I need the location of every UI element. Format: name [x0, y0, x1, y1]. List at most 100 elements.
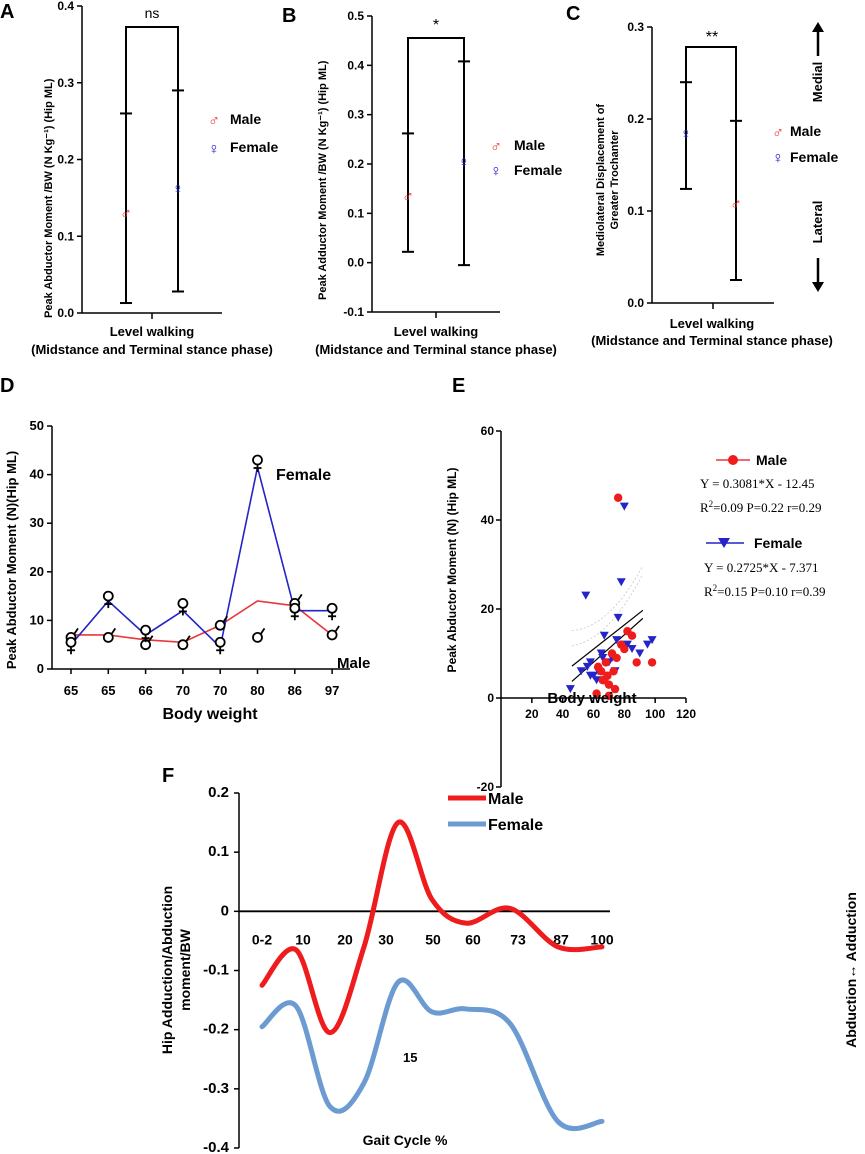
y-tick-label: 0.3	[57, 76, 74, 90]
ylabel-f-line1: Hip Adduction/Abduction	[159, 886, 175, 1054]
panel-a: A 0.0 0.1 0.2 0.3 0.4 ♂ ♀ Peak Abductor Moment…	[0, 0, 278, 357]
female-data-point	[592, 676, 602, 685]
y-tick-label: 0.5	[347, 9, 364, 23]
female-symbol-icon: ♀	[772, 150, 784, 167]
female-data-point	[598, 653, 608, 662]
significance-bracket	[125, 26, 179, 116]
y-tick-label: 0.0	[57, 306, 74, 320]
xlabel-a-line1: Level walking	[110, 324, 195, 339]
male-data-point	[627, 631, 637, 640]
female-data-point	[622, 640, 632, 649]
female-marker	[177, 597, 189, 609]
x-tick-label: 0-2	[252, 931, 272, 947]
significance-a: ns	[145, 5, 160, 21]
stats-female-eq: Y = 0.2725*X - 7.371	[704, 560, 818, 575]
y-tick-label: 0.2	[347, 157, 364, 171]
x-tick-label: 65	[101, 683, 115, 698]
female-data-point	[585, 658, 595, 667]
legend-e-female: Female	[754, 535, 802, 551]
axes-f: 0.2 0.1 0 -0.1 -0.2 -0.3 -0.4 0-2 10 20 30 50 60 73 87…	[203, 784, 614, 1154]
female-marker	[326, 602, 338, 614]
xlabel-e: Body weight	[547, 690, 636, 707]
x-tick-label: 120	[676, 707, 696, 721]
confidence-band	[571, 565, 644, 631]
female-data-point	[581, 591, 591, 600]
female-data-point	[599, 631, 609, 640]
female-marker	[289, 602, 301, 614]
male-data-point	[609, 667, 618, 676]
annotation-d-female: Female	[276, 467, 331, 484]
female-data-point	[647, 636, 657, 645]
male-marker-arrow	[297, 593, 303, 601]
x-tick-label: 50	[425, 931, 441, 947]
panel-e: E -20 0 20 40 60 20 40 60 80 100 120 Peak Abductor…	[445, 375, 825, 794]
female-symbol-icon: ♀	[490, 163, 502, 180]
y-tick-label: 0	[487, 691, 494, 705]
x-tick-label: 73	[510, 931, 526, 947]
annotation-f-15: 15	[403, 1050, 417, 1065]
male-marker-arrow	[259, 627, 266, 635]
legend-e-male: Male	[756, 452, 787, 468]
female-data-point	[616, 578, 626, 587]
x-tick-label: 10	[295, 931, 311, 947]
y-tick-label: 0.3	[347, 108, 364, 122]
male-data-point	[592, 689, 601, 698]
ylabel-e: Peak Abductor Moment (N) (Hip ML)	[445, 468, 459, 673]
female-data-point	[612, 636, 622, 645]
male-marker	[102, 632, 114, 643]
male-series-line	[71, 600, 333, 644]
y-tick-label: 30	[30, 515, 44, 530]
x-tick-label: 87	[553, 931, 569, 947]
y-tick-label: 50	[30, 418, 44, 433]
female-data-point	[642, 640, 652, 649]
female-series-line	[70, 467, 333, 649]
legend-e: Male Y = 0.3081*X - 12.45 R2=0.09 P=0.22…	[700, 452, 825, 599]
female-symbol-icon: ♀	[208, 141, 220, 158]
female-series-line	[259, 977, 605, 1132]
x-tick-label: 65	[64, 683, 78, 698]
female-marker	[140, 624, 152, 636]
x-tick-label: 60	[465, 931, 481, 947]
male-data-point	[612, 653, 621, 663]
female-data-point: ♀	[680, 126, 692, 143]
y-tick-label: 0.2	[627, 112, 644, 126]
y-tick-label: 0.2	[57, 153, 74, 167]
y-tick-label: 0.4	[347, 58, 364, 72]
y-tick-label: 40	[30, 467, 44, 482]
male-data-point	[647, 658, 657, 667]
y-tick-label: 40	[481, 513, 495, 527]
female-data-point	[582, 662, 592, 671]
y-tick-label: -0.4	[203, 1139, 230, 1154]
panel-c: C 0.0 0.1 0.2 0.3 ♀ ♂ Mediolateral Displaceme…	[566, 3, 838, 348]
female-data-point	[627, 645, 637, 654]
male-marker-arrow	[110, 627, 117, 635]
x-tick-label: 97	[325, 683, 339, 698]
male-data-point	[632, 658, 641, 667]
male-marker-arrow	[185, 635, 191, 643]
legend-c-male: Male	[790, 123, 821, 139]
male-marker	[252, 632, 263, 643]
significance-bracket	[685, 46, 737, 121]
male-data-point: ♂	[120, 206, 132, 223]
significance-c: **	[706, 29, 718, 46]
xlabel-c-line2: (Midstance and Terminal stance phase)	[591, 333, 833, 348]
y-tick-label: 20	[30, 564, 44, 579]
x-tick-label: 20	[337, 931, 353, 947]
xlabel-a-line2: (Midstance and Terminal stance phase)	[31, 342, 273, 357]
x-tick-label: 70	[213, 683, 227, 698]
y-tick-label: 0.4	[57, 0, 74, 13]
annotation-d-male: Male	[337, 655, 370, 672]
male-data-point	[613, 493, 623, 502]
xlabel-b-line2: (Midstance and Terminal stance phase)	[315, 342, 557, 357]
female-data-point: ♀	[458, 155, 470, 172]
panel-label-e: E	[452, 375, 465, 397]
male-symbol-icon: ♂	[208, 113, 220, 130]
y-tick-label: 0.3	[627, 20, 644, 34]
panel-d: D 0 10 20 30 40 50 65 65 66 70 70 80 86 97 Peak Abduc…	[0, 375, 370, 723]
xlabel-d: Body weight	[162, 706, 258, 723]
y-tick-label: 0.0	[627, 296, 644, 310]
x-tick-label: 80	[250, 683, 264, 698]
xlabel-c-line1: Level walking	[670, 316, 755, 331]
legend-f: Male Female	[448, 791, 543, 834]
arrow-down-icon	[812, 258, 824, 292]
